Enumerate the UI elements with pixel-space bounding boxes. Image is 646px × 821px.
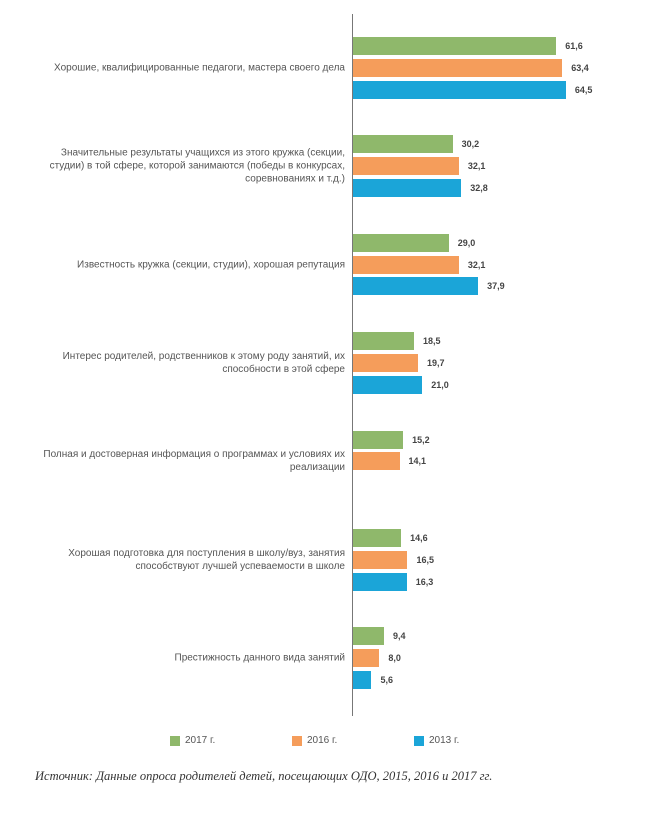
- value-label: 32,1: [467, 161, 486, 172]
- bar: [353, 572, 407, 591]
- source-note: Источник: Данные опроса родителей детей,…: [35, 769, 493, 783]
- bar: [353, 58, 563, 77]
- axis-line: [352, 14, 353, 716]
- value-label: 32,8: [470, 183, 488, 193]
- value-label: 19,7: [427, 358, 445, 368]
- legend-swatch: [170, 736, 180, 746]
- category-label: Хорошая подготовка для поступления в шко…: [68, 547, 345, 572]
- bar: [353, 80, 566, 99]
- value-label: 8,0: [388, 653, 401, 664]
- value-label: 14,1: [408, 456, 427, 467]
- bar: [353, 550, 408, 569]
- category-label: Полная и достоверная информация о програ…: [43, 449, 345, 474]
- bar: [353, 135, 453, 154]
- value-label: 21,0: [431, 379, 449, 390]
- bar: [353, 354, 418, 372]
- value-label: 14,6: [410, 533, 428, 543]
- category-label: Хорошие, квалифицированные педагоги, мас…: [54, 62, 345, 74]
- bar: [353, 529, 402, 547]
- legend-label: 2013 г.: [429, 735, 460, 746]
- bar: [353, 157, 459, 176]
- category-label: Известность кружка (секции, студии), хор…: [77, 259, 345, 271]
- value-label: 16,5: [416, 554, 434, 565]
- value-label: 61,6: [565, 41, 583, 51]
- value-label: 18,5: [423, 336, 441, 347]
- value-label: 29,0: [457, 237, 476, 248]
- bar: [353, 649, 380, 668]
- bar: [353, 332, 415, 351]
- value-label: 30,2: [461, 139, 480, 150]
- bar: [353, 37, 557, 55]
- value-label: 63,4: [571, 62, 589, 73]
- legend-label: 2016 г.: [307, 735, 338, 746]
- bar: [353, 452, 400, 471]
- bar: [353, 255, 459, 274]
- legend-label: 2017 г.: [185, 735, 216, 746]
- bar: [353, 375, 423, 394]
- value-label: 5,6: [380, 675, 393, 685]
- bar: [353, 179, 462, 197]
- value-label: 16,3: [415, 576, 434, 587]
- bar: [353, 627, 385, 646]
- bar: [353, 233, 449, 252]
- value-label: 37,9: [487, 281, 505, 292]
- legend-swatch: [292, 736, 302, 746]
- category-label: Престижность данного вида занятий: [174, 652, 346, 664]
- category-label: Интерес родителей, родственников к этому…: [62, 351, 345, 375]
- bar: [353, 671, 372, 689]
- value-label: 9,4: [393, 631, 406, 642]
- value-label: 32,1: [467, 259, 486, 270]
- value-label: 15,2: [412, 434, 430, 445]
- bar: [353, 430, 404, 449]
- category-label: Значительные результаты учащихся из этог…: [49, 147, 345, 185]
- legend-swatch: [414, 736, 424, 746]
- value-label: 64,5: [574, 84, 593, 95]
- bar: [353, 277, 479, 296]
